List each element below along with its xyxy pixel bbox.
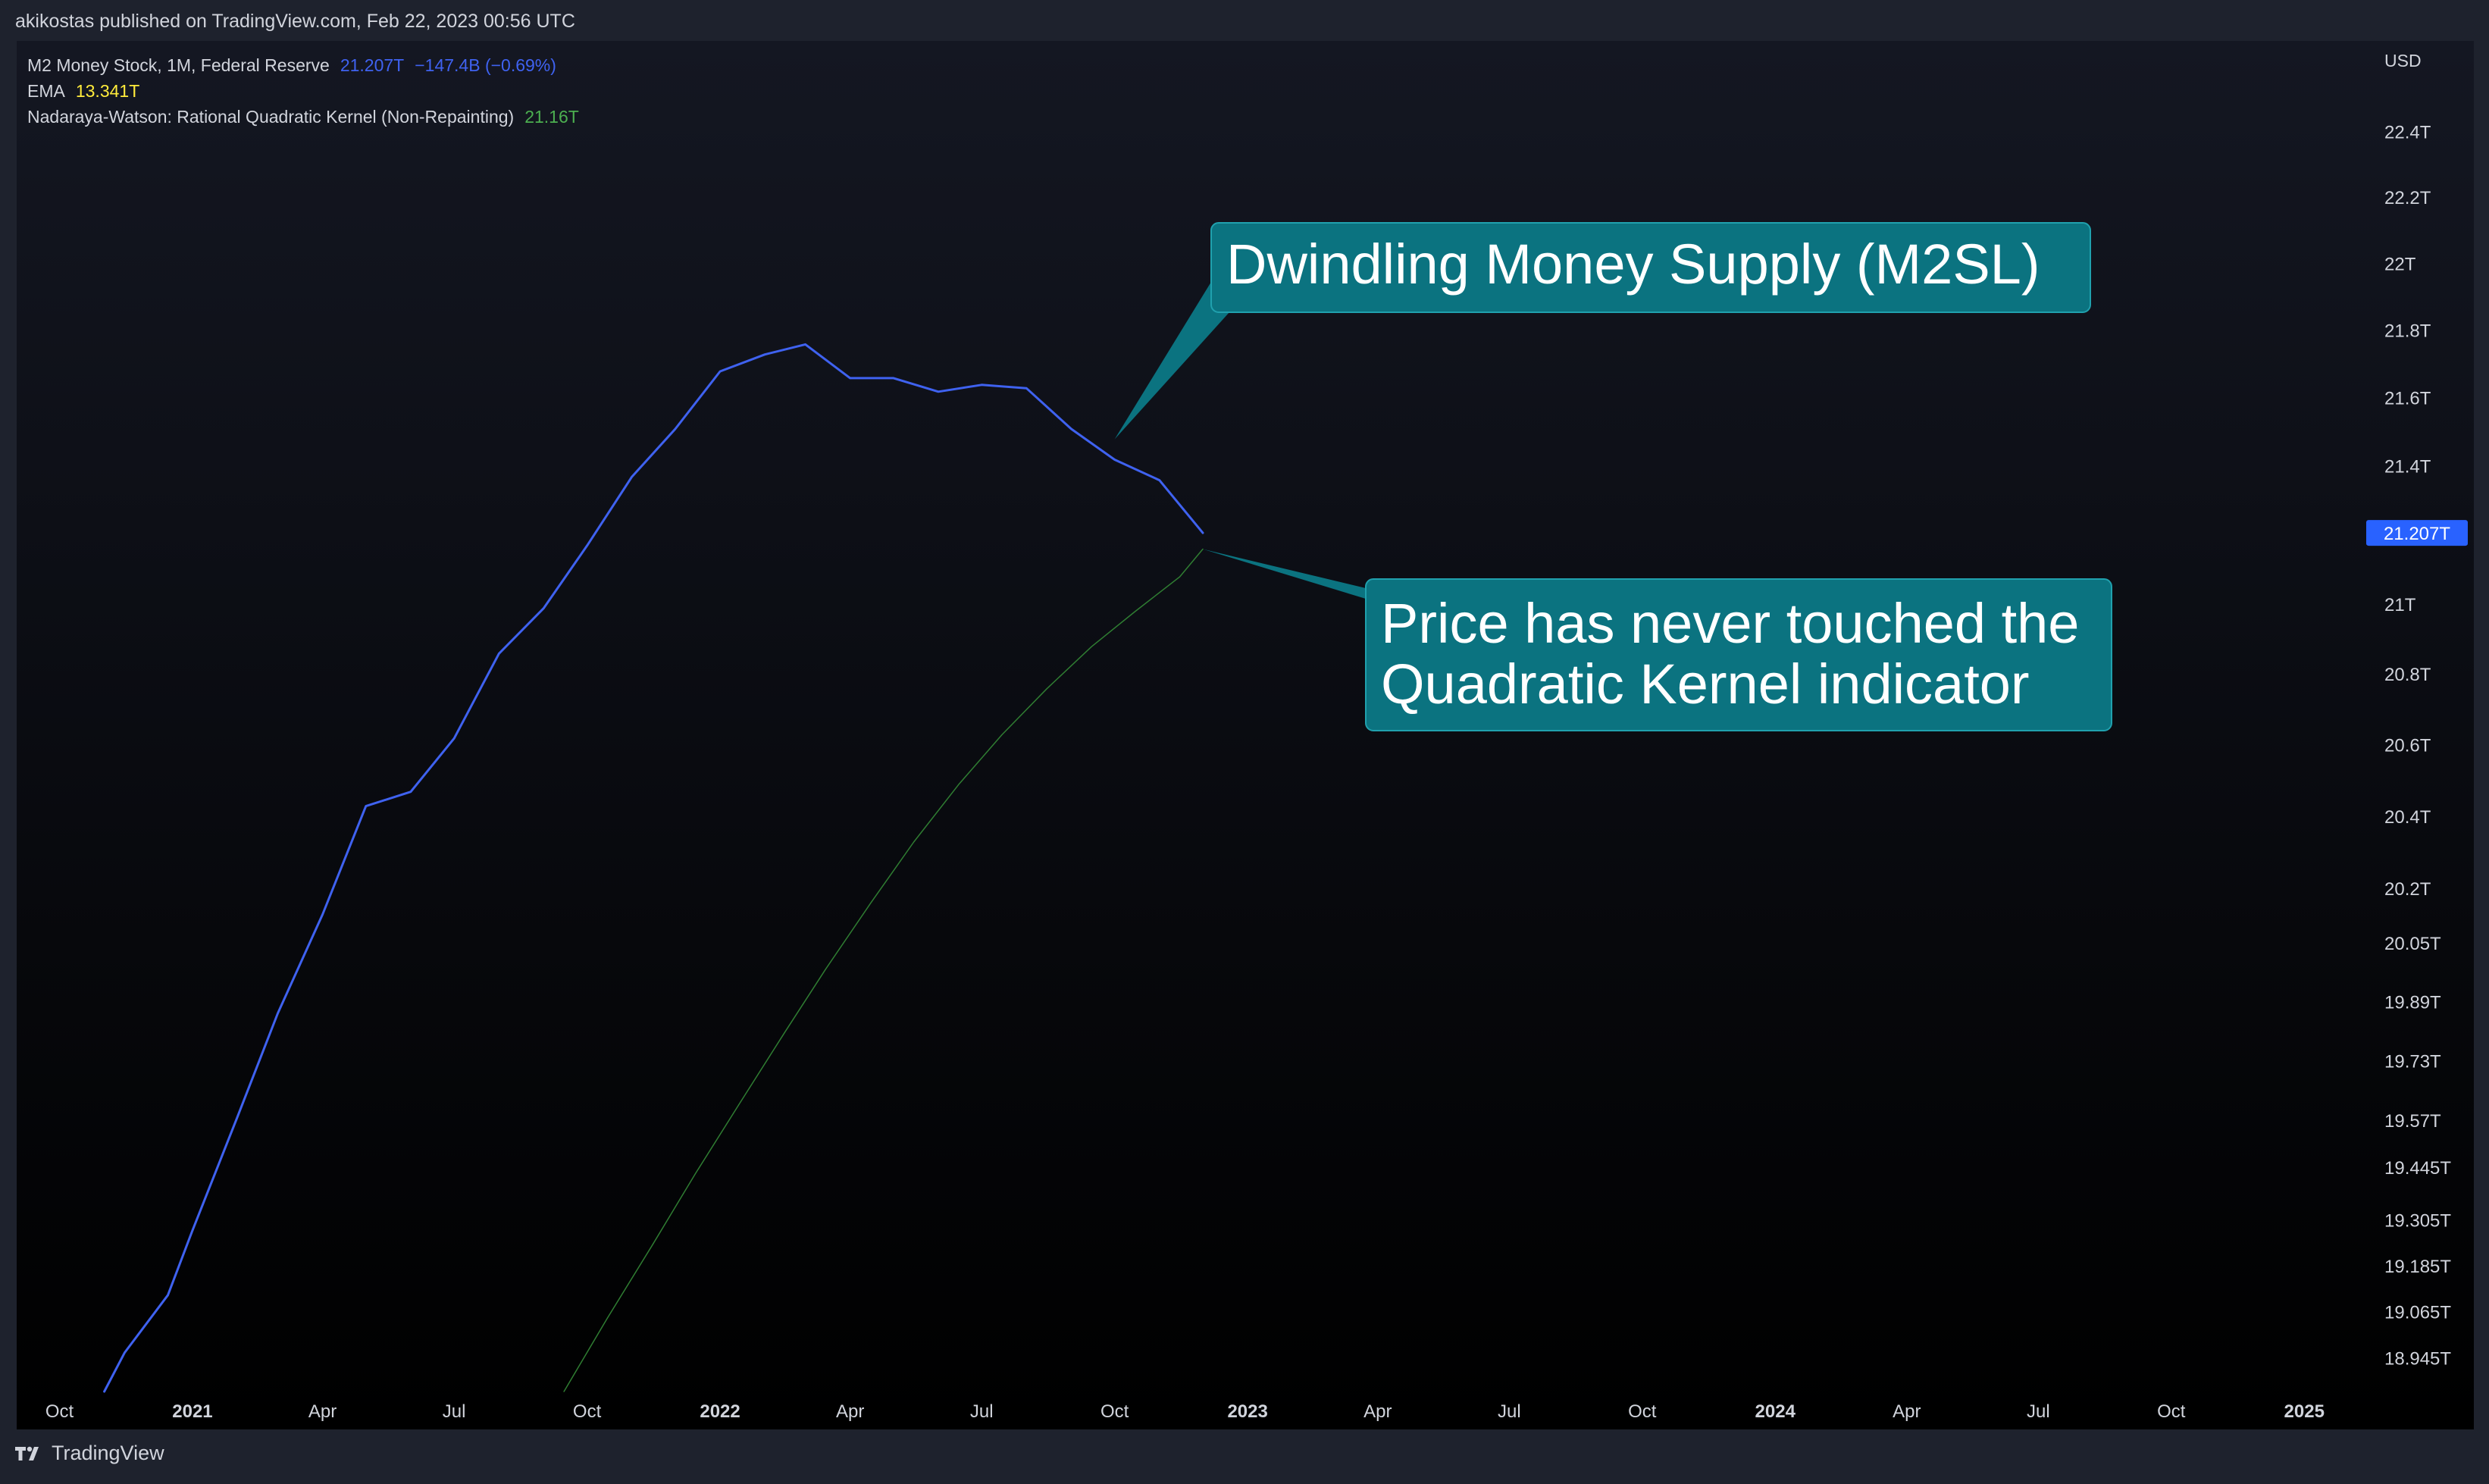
legend-entry[interactable]: M2 Money Stock, 1M, Federal Reserve 21.20… bbox=[27, 55, 556, 75]
x-tick-label: 2022 bbox=[700, 1401, 740, 1422]
y-tick-label: 19.73T bbox=[2384, 1051, 2441, 1072]
x-tick-label: 2025 bbox=[2284, 1401, 2325, 1422]
last-price-badge bbox=[2366, 520, 2468, 546]
x-tick-label: Apr bbox=[1893, 1401, 1921, 1422]
footer-brand-label: TradingView bbox=[52, 1442, 164, 1464]
y-tick-label: 20.8T bbox=[2384, 665, 2431, 685]
last-price-label: 21.207T bbox=[2384, 524, 2450, 544]
y-tick-label: 22.2T bbox=[2384, 188, 2431, 208]
legend-name: M2 Money Stock, 1M, Federal Reserve bbox=[27, 55, 330, 75]
y-tick-label: 20.6T bbox=[2384, 736, 2431, 756]
y-tick-label: 19.305T bbox=[2384, 1211, 2451, 1232]
x-tick-label: Jul bbox=[970, 1401, 994, 1422]
x-tick-label: Oct bbox=[2157, 1401, 2186, 1422]
x-tick-label: Apr bbox=[836, 1401, 864, 1422]
legend-value: 21.16T bbox=[524, 107, 579, 127]
x-tick-label: Oct bbox=[1628, 1401, 1657, 1422]
x-tick-label: Jul bbox=[1498, 1401, 1521, 1422]
m2-series-line[interactable] bbox=[103, 343, 1204, 1393]
publish-header: akikostas published on TradingView.com, … bbox=[15, 11, 575, 32]
legend-name: Nadaraya-Watson: Rational Quadratic Kern… bbox=[27, 107, 514, 127]
callout-text: Price has never touched the bbox=[1381, 592, 2079, 655]
x-tick-label: 2023 bbox=[1227, 1401, 1267, 1422]
x-tick-label: Apr bbox=[1363, 1401, 1392, 1422]
y-tick-label: 18.945T bbox=[2384, 1349, 2451, 1370]
x-tick-label: 2024 bbox=[1755, 1401, 1796, 1422]
legend-value: 13.341T bbox=[76, 81, 139, 101]
axis-currency-label: USD bbox=[2384, 51, 2422, 70]
y-tick-label: 20.4T bbox=[2384, 807, 2431, 828]
legend-name: EMA bbox=[27, 81, 66, 101]
y-tick-label: 20.2T bbox=[2384, 879, 2431, 900]
legend-change: −147.4B (−0.69%) bbox=[415, 55, 556, 75]
y-tick-label: 19.89T bbox=[2384, 992, 2441, 1013]
y-tick-label: 19.065T bbox=[2384, 1303, 2451, 1323]
legend-entry[interactable]: Nadaraya-Watson: Rational Quadratic Kern… bbox=[27, 107, 579, 127]
kernel-series-line[interactable] bbox=[563, 548, 1204, 1392]
legend-entry[interactable]: EMA 13.341T bbox=[27, 81, 139, 101]
x-tick-label: Oct bbox=[45, 1401, 74, 1422]
y-tick-label: 19.185T bbox=[2384, 1257, 2451, 1277]
legend-value: 21.207T bbox=[340, 55, 404, 75]
y-tick-label: 21.4T bbox=[2384, 457, 2431, 477]
y-tick-label: 22.4T bbox=[2384, 122, 2431, 142]
y-tick-label: 21.8T bbox=[2384, 321, 2431, 342]
callout-text: Quadratic Kernel indicator bbox=[1381, 653, 2030, 715]
x-tick-label: Oct bbox=[1100, 1401, 1129, 1422]
x-tick-label: Jul bbox=[443, 1401, 466, 1422]
callout-text: Dwindling Money Supply (M2SL) bbox=[1226, 233, 2040, 296]
y-tick-label: 21.6T bbox=[2384, 389, 2431, 409]
y-tick-label: 19.57T bbox=[2384, 1111, 2441, 1132]
y-tick-label: 21T bbox=[2384, 595, 2416, 615]
x-tick-label: Oct bbox=[573, 1401, 602, 1422]
callout-pointer bbox=[1203, 549, 1366, 599]
tradingview-logo-icon bbox=[15, 1446, 39, 1461]
x-tick-label: Jul bbox=[2027, 1401, 2050, 1422]
x-tick-label: Apr bbox=[308, 1401, 337, 1422]
y-tick-label: 22T bbox=[2384, 254, 2416, 274]
callout-dwindling-money-supply[interactable]: Dwindling Money Supply (M2SL) bbox=[1114, 222, 2091, 440]
callout-pointer bbox=[1114, 282, 1229, 440]
y-tick-label: 20.05T bbox=[2384, 934, 2441, 954]
footer-brand[interactable]: TradingView bbox=[14, 1442, 164, 1465]
x-tick-label: 2021 bbox=[172, 1401, 212, 1422]
callout-box bbox=[1210, 222, 2091, 313]
y-tick-label: 19.445T bbox=[2384, 1158, 2451, 1179]
callout-box bbox=[1365, 578, 2112, 731]
